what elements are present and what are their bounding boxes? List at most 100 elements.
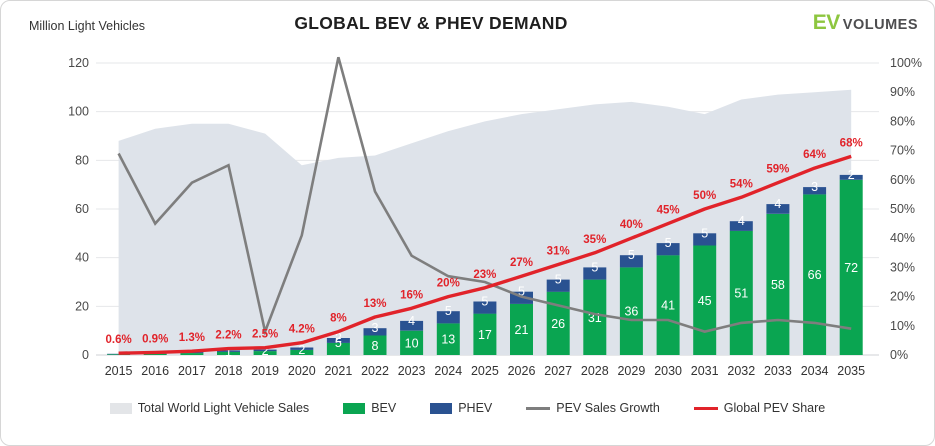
pev-share-label: 40% — [620, 219, 643, 231]
left-axis-tick: 40 — [75, 251, 89, 265]
bar-value-label: 4 — [774, 197, 781, 211]
right-axis-tick: 60% — [890, 173, 915, 187]
left-axis-tick: 20 — [75, 299, 89, 313]
pev-share-label: 8% — [330, 313, 347, 325]
right-axis-tick: 0% — [890, 348, 908, 362]
bar-value-label: 72 — [844, 261, 858, 275]
phev-bar — [217, 350, 240, 352]
bev-bar — [436, 323, 460, 355]
year-label: 2020 — [288, 364, 316, 378]
pev-share-label: 20% — [437, 278, 460, 290]
bar-value-label: 41 — [661, 299, 675, 313]
bar-value-label: 13 — [441, 333, 455, 347]
bar-value-label: 5 — [335, 336, 342, 350]
bar-value-label: 5 — [628, 248, 635, 262]
bev-bar — [510, 303, 533, 355]
bev-bar — [803, 194, 827, 355]
phev-bar — [656, 243, 680, 256]
pev-share-label: 31% — [547, 246, 570, 258]
phev-bar — [583, 267, 607, 280]
legend-label: PHEV — [458, 401, 493, 415]
year-label: 2035 — [837, 364, 865, 378]
phev-bar — [693, 233, 717, 246]
right-axis-tick: 70% — [890, 144, 915, 158]
year-label: 2024 — [434, 364, 462, 378]
bar-value-label: 2 — [262, 344, 269, 358]
phev-bar — [546, 279, 570, 292]
right-axis-tick: 20% — [890, 290, 915, 304]
chart-legend: Total World Light Vehicle Sales BEV PHEV… — [1, 401, 934, 415]
logo-ev-text: EV — [812, 11, 841, 34]
legend-item-pev-sales-growth: PEV Sales Growth — [526, 401, 660, 415]
year-label: 2031 — [691, 364, 719, 378]
right-axis-tick: 10% — [890, 319, 915, 333]
global-pev-share-line — [118, 154, 852, 355]
year-label: 2026 — [508, 364, 536, 378]
bar-value-label: 5 — [445, 304, 452, 318]
pev-share-label: 1.3% — [179, 332, 205, 344]
year-label: 2016 — [141, 364, 169, 378]
pev-share-label: 2.5% — [252, 329, 278, 341]
pev-share-label: 4.2% — [289, 324, 315, 336]
bev-bar — [400, 330, 424, 355]
year-label: 2022 — [361, 364, 389, 378]
legend-label: BEV — [371, 401, 397, 415]
bev-bar — [619, 267, 643, 355]
bar-value-label: 21 — [515, 323, 529, 337]
bev-bar — [583, 279, 607, 355]
bev-bar — [656, 255, 680, 355]
year-label: 2025 — [471, 364, 499, 378]
bar-value-label: 5 — [591, 260, 598, 274]
right-axis-tick: 40% — [890, 231, 915, 245]
logo-volumes-text: VOLUMES — [842, 17, 918, 33]
left-axis-tick: 80 — [75, 153, 89, 167]
pev-share-label: 45% — [657, 205, 680, 217]
bar-value-label: 3 — [811, 180, 818, 194]
bar-value-label: 10 — [405, 336, 419, 350]
year-label: 2034 — [801, 364, 829, 378]
right-axis-labels: 0% 10% 20% 30% 40% 50% 60% 70% 80% 90% 100% — [890, 56, 922, 362]
bar-value-label: 4 — [738, 214, 745, 228]
year-label: 2029 — [617, 364, 645, 378]
bar-value-label: 58 — [771, 278, 785, 292]
phev-bar — [766, 204, 790, 214]
bar-value-label: 45 — [698, 294, 712, 308]
phev-bar — [473, 301, 497, 314]
pev-share-percent-labels: 0.6% 0.9% 1.3% 2.2% 2.5% 4.2%8%13%16%20%23%27… — [105, 137, 862, 346]
bev-bar — [143, 353, 167, 355]
bar-value-label: 5 — [518, 285, 525, 299]
bev-bar — [217, 351, 240, 355]
page-title: GLOBAL BEV & PHEV DEMAND — [294, 13, 568, 33]
left-axis-tick: 120 — [68, 56, 89, 70]
pev-share-label: 27% — [510, 257, 533, 269]
bev-bar — [253, 351, 277, 355]
right-axis-tick: 30% — [890, 260, 915, 274]
pev-share-label: 50% — [693, 190, 716, 202]
left-axis-unit-label: Million Light Vehicles — [29, 19, 146, 33]
phev-bar — [729, 221, 753, 231]
bar-value-label: 1 — [225, 345, 232, 359]
bar-value-label: 4 — [408, 314, 415, 328]
year-label: 2019 — [251, 364, 279, 378]
bar-value-label: 17 — [478, 328, 492, 342]
bar-value-label: 51 — [734, 286, 748, 300]
share-line-swatch — [693, 406, 718, 410]
pev-share-label: 0.9% — [142, 333, 168, 345]
bar-value-label: 8 — [372, 339, 379, 353]
year-label: 2030 — [654, 364, 682, 378]
legend-item-total-sales: Total World Light Vehicle Sales — [109, 401, 309, 415]
left-axis-tick: 100 — [68, 105, 89, 119]
bar-value-label: 5 — [701, 226, 708, 240]
pev-share-label: 13% — [363, 298, 386, 310]
phev-bar — [839, 174, 863, 180]
bev-bar — [473, 313, 497, 355]
x-axis-year-labels: 2015 2016 2017 2018 2019 2020 2021 2022 2023 2024… — [105, 364, 865, 378]
bar-value-label: 26 — [551, 317, 565, 331]
phev-bar — [363, 328, 387, 336]
phev-bar — [290, 347, 314, 350]
bar-value-label: 2 — [298, 343, 305, 357]
phev-bar — [400, 320, 424, 331]
pev-share-label: 0.6% — [105, 334, 131, 346]
phev-bar — [619, 255, 643, 268]
